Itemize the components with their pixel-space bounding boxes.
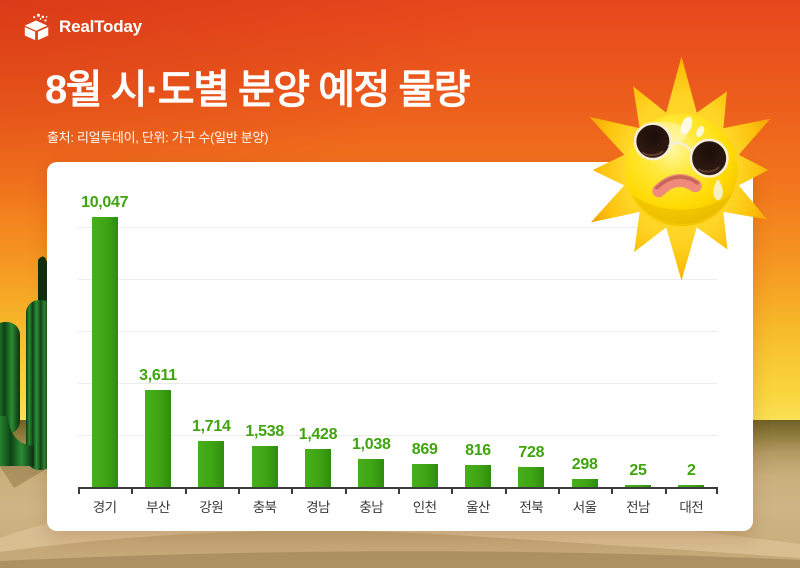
axis-tick (504, 487, 507, 494)
category-label: 충남 (359, 500, 384, 515)
value-label: 1,538 (245, 422, 284, 440)
brand-logo: RealToday (22, 12, 142, 42)
sweating-sun-with-sunglasses-illustration (589, 56, 771, 281)
axis-tick (716, 487, 718, 494)
axis-tick (78, 487, 80, 494)
category-label: 전남 (626, 500, 650, 515)
category-label: 인천 (412, 500, 437, 515)
gridline (78, 331, 718, 332)
value-label: 816 (465, 442, 491, 460)
value-label: 728 (518, 444, 545, 462)
sunglasses-icon (633, 122, 729, 178)
value-label: 25 (629, 462, 647, 479)
axis-tick (558, 487, 560, 494)
chart-card: 10,047 경기 3,611 부산 1,714 강원 1,538 충북 1,428 경남 1,03… (47, 162, 753, 531)
axis-tick (664, 487, 667, 494)
category-label: 울산 (466, 500, 490, 515)
value-label: 10,047 (81, 194, 129, 211)
page-title: 8월 시·도별 분양 예정 물량 (45, 68, 471, 112)
source-and-unit-note: 출처: 리얼투데이, 단위: 가구 수(일반 분양) (47, 130, 269, 145)
bar-울산 (465, 465, 491, 487)
gridline (78, 435, 718, 436)
plot-area: 10,047 경기 3,611 부산 1,714 강원 1,538 충북 1,428 경남 1,03… (78, 162, 718, 515)
bar-부산 (145, 389, 171, 487)
bar-충남 (358, 459, 385, 487)
realtoday-cube-logo-icon (24, 13, 49, 41)
axis-tick (451, 487, 454, 494)
axis-tick (344, 487, 347, 494)
bar-전남 (625, 485, 651, 487)
axis-tick (184, 487, 187, 494)
bar-경남 (305, 448, 331, 487)
bar-인천 (411, 463, 438, 487)
axis-tick (238, 487, 240, 494)
category-label: 강원 (199, 500, 224, 515)
category-label: 대전 (679, 500, 704, 515)
brand-logo-text: RealToday (59, 17, 142, 36)
value-label: 869 (411, 440, 438, 458)
value-label: 1,428 (298, 425, 338, 443)
value-label: 298 (571, 455, 598, 473)
value-label: 2 (687, 462, 696, 479)
axis-tick (398, 487, 400, 494)
bar-경기 (91, 217, 118, 487)
category-label: 경남 (306, 500, 330, 515)
bar-서울 (571, 479, 598, 487)
bar-전북 (518, 467, 545, 487)
value-label: 1,714 (192, 417, 231, 435)
value-label: 3,611 (139, 366, 177, 384)
axis-tick (611, 487, 614, 494)
bar-충북 (251, 445, 278, 487)
category-label: 부산 (146, 500, 170, 515)
bar-강원 (198, 440, 225, 487)
gridline (78, 227, 718, 228)
axis-tick (291, 487, 294, 494)
category-label: 경기 (92, 500, 117, 515)
bar-대전 (678, 485, 705, 487)
sweat-drops (680, 116, 723, 201)
value-label: 1,038 (352, 436, 391, 454)
gridline (78, 279, 718, 280)
category-label: 전북 (519, 500, 544, 515)
axis-tick (131, 487, 134, 494)
category-label: 서울 (572, 500, 597, 515)
gridline (78, 383, 718, 384)
category-label: 충북 (252, 500, 277, 515)
